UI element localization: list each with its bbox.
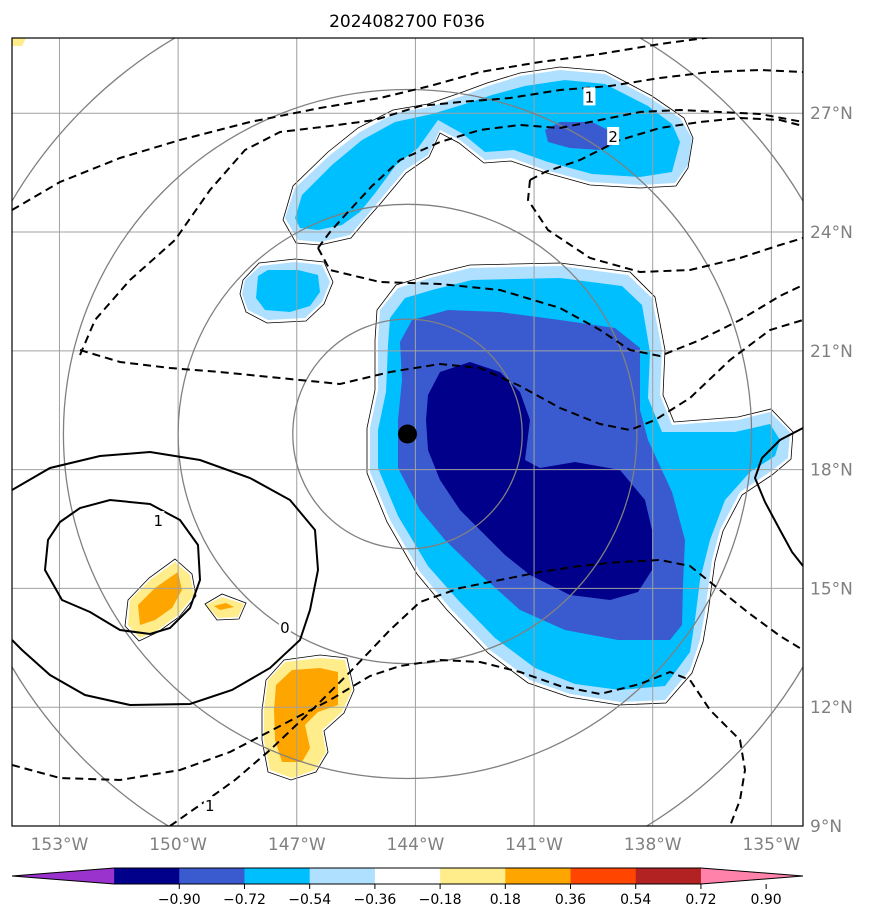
- outline-yellow-south: [261, 654, 355, 781]
- lat-tick-label: 18°N: [810, 461, 853, 481]
- colorbar-tick-label: 0.36: [555, 892, 586, 908]
- colorbar-segment: [244, 868, 311, 884]
- contour-dashed-north-1: [12, 38, 713, 211]
- outline-north-band: [282, 66, 694, 246]
- contour-dashed-north-6: [529, 116, 803, 181]
- colorbar-tick-label: −0.90: [158, 892, 201, 908]
- contour-solid-west-1: [43, 498, 202, 636]
- lon-tick-label: 150°W: [149, 835, 207, 855]
- shade-yellow-corner: [12, 38, 26, 46]
- lon-tick-label: 135°W: [742, 835, 800, 855]
- lat-tick-label: 15°N: [810, 579, 853, 599]
- lon-tick-label: 153°W: [31, 835, 89, 855]
- outline-yellow-west: [124, 558, 197, 642]
- latitude-tick-labels: 27°N 24°N 21°N 18°N 15°N 12°N 9°N: [810, 104, 853, 837]
- lon-tick-label: 138°W: [624, 835, 682, 855]
- colorbar-tick-label: 0.18: [490, 892, 521, 908]
- range-ring: [177, 203, 638, 665]
- contour-solid-east-0: [753, 427, 803, 567]
- shade-orange-west: [138, 572, 182, 625]
- contour-label-bg: [607, 126, 620, 145]
- colorbar-segment: [635, 868, 702, 884]
- colorbar-segment: [440, 868, 506, 884]
- colorbar-tick-labels: −0.90 −0.72 −0.54 −0.36 −0.18 0.18 0.36 0.54 0.7…: [158, 892, 782, 908]
- lat-tick-label: 9°N: [810, 817, 842, 837]
- colorbar-segment: [309, 868, 376, 884]
- colorbar-tick-label: −0.18: [419, 892, 462, 908]
- outline-core: [366, 262, 794, 706]
- contour-label: 1: [585, 88, 595, 106]
- map-area: 1 2 1 0 1: [12, 38, 803, 826]
- contour-label-bg: [583, 87, 596, 106]
- colorbar-frame: [11, 867, 804, 885]
- contour-dashed-north-5: [317, 247, 803, 358]
- lat-tick-label: 12°N: [810, 698, 853, 718]
- lon-tick-label: 144°W: [387, 835, 445, 855]
- colorbar: [11, 867, 804, 889]
- storm-center-marker: [398, 424, 417, 444]
- longitude-tick-labels: 153°W 150°W 147°W 144°W 141°W 138°W 135°W: [31, 835, 801, 855]
- colorbar-tick-label: 0.72: [685, 892, 716, 908]
- colorbar-extend-low: [12, 868, 115, 884]
- lon-tick-label: 141°W: [505, 835, 563, 855]
- lat-tick-label: 27°N: [810, 104, 853, 124]
- colorbar-segment: [570, 868, 637, 884]
- contour-dashed-south-1: [12, 658, 747, 826]
- contour-label: 2: [608, 128, 618, 146]
- range-rings: [12, 38, 803, 826]
- shade-navy-core: [426, 362, 652, 600]
- contour-dashed-north-7: [526, 179, 803, 274]
- contour-solid-west-0: [12, 450, 320, 707]
- contour-label-bg: [278, 618, 291, 637]
- contour-label: 1: [154, 512, 164, 530]
- outline-yellow-small: [204, 593, 247, 621]
- range-ring: [62, 88, 753, 780]
- colorbar-tick-label: −0.72: [223, 892, 266, 908]
- gridlines: [12, 38, 803, 826]
- contour-label: 1: [205, 797, 215, 815]
- contour-dashed-south-2: [169, 558, 803, 826]
- contour-label-bg: [152, 511, 165, 530]
- range-ring: [292, 318, 523, 550]
- lat-tick-label: 21°N: [810, 342, 853, 362]
- shade-cyan-west-patch: [256, 270, 320, 312]
- contour-labels: 1 2 1 0 1: [152, 87, 620, 815]
- chart-title: 2024082700 F036: [329, 12, 485, 32]
- colorbar-segment: [179, 868, 245, 884]
- lon-tick-label: 147°W: [268, 835, 326, 855]
- colorbar-tick-label: −0.54: [288, 892, 331, 908]
- contour-dashed-north-4: [317, 108, 803, 249]
- contour-label-bg: [203, 796, 216, 815]
- colorbar-tick-label: 0.54: [620, 892, 651, 908]
- outline-west-patch: [239, 258, 334, 324]
- contour-dashed-north-3: [79, 319, 803, 432]
- colorbar-tick-label: −0.36: [353, 892, 396, 908]
- contours: [12, 38, 803, 826]
- colorbar-extend-high: [700, 868, 803, 884]
- colorbar-tick-label: 0.90: [751, 892, 782, 908]
- shade-cyan-north-band: [295, 80, 680, 230]
- contour-label: 0: [280, 619, 290, 637]
- shade-outlines: [124, 66, 794, 781]
- lat-tick-label: 24°N: [810, 223, 853, 243]
- colorbar-segment: [374, 868, 441, 884]
- colorbar-segment: [505, 868, 572, 884]
- colorbar-segment: [114, 868, 180, 884]
- map-frame: [11, 37, 804, 827]
- shade-orange-small: [214, 603, 234, 610]
